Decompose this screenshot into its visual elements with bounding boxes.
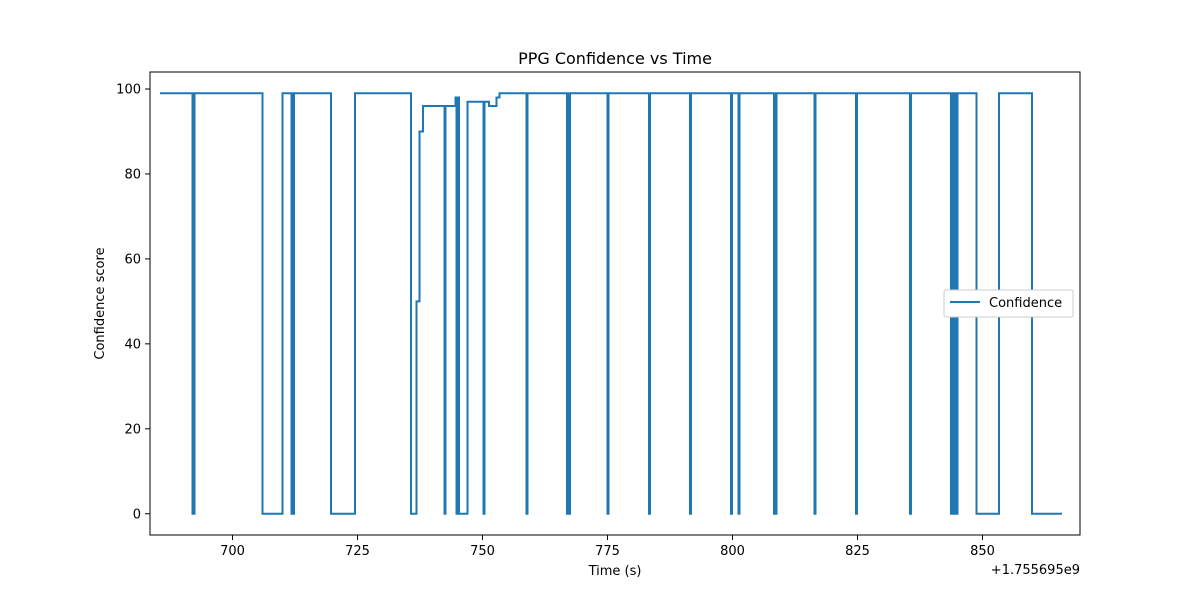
y-tick-label: 40 [124, 337, 141, 352]
x-tick-label: 725 [345, 544, 370, 559]
legend-label-confidence: Confidence [989, 296, 1062, 311]
x-tick-label: 775 [595, 544, 620, 559]
y-tick-label: 80 [124, 167, 141, 182]
x-offset-label: +1.755695e9 [991, 563, 1080, 578]
y-axis: 0 20 40 60 80 100 [116, 82, 150, 522]
y-tick-label: 100 [116, 82, 141, 97]
x-tick-label: 750 [470, 544, 495, 559]
y-axis-title: Confidence score [93, 247, 108, 359]
series-line-confidence [160, 92, 1062, 515]
x-tick-label: 825 [845, 544, 870, 559]
y-tick-label: 0 [133, 507, 141, 522]
x-axis: 700 725 750 775 800 825 850 [220, 535, 995, 559]
x-tick-label: 850 [970, 544, 995, 559]
y-tick-label: 60 [124, 252, 141, 267]
x-axis-title: Time (s) [588, 564, 642, 579]
legend: Confidence [943, 289, 1074, 318]
x-tick-label: 800 [720, 544, 745, 559]
axes-frame [149, 71, 1081, 536]
chart-title: PPG Confidence vs Time [518, 49, 712, 68]
legend-box [943, 289, 1074, 318]
y-tick-label: 20 [124, 422, 141, 437]
x-tick-label: 700 [220, 544, 245, 559]
